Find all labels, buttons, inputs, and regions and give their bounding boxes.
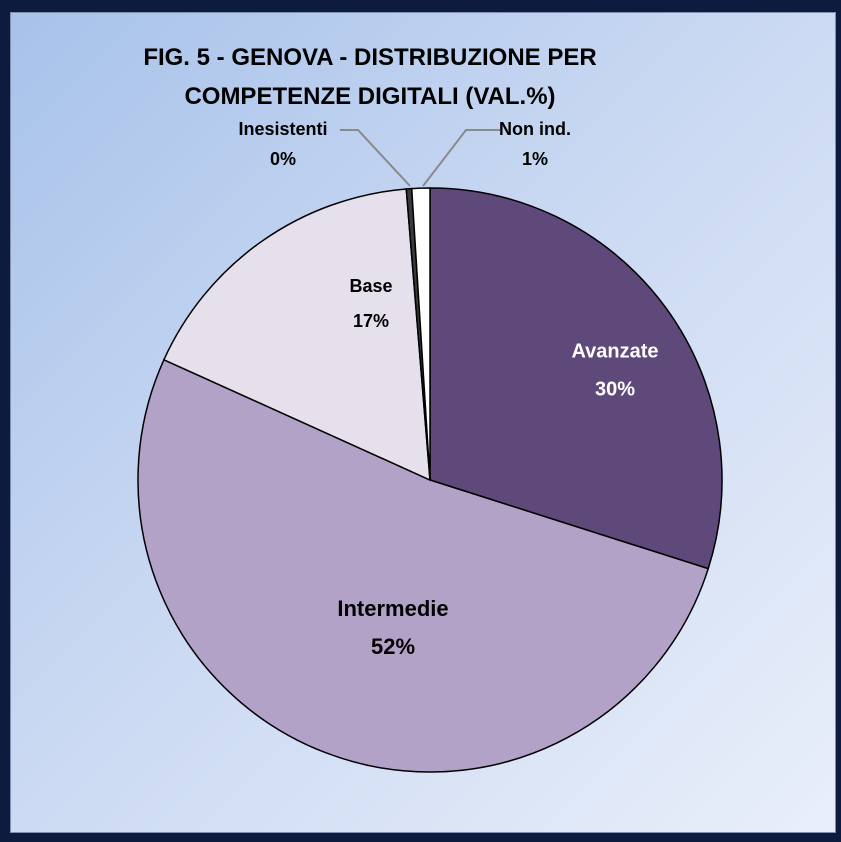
leader-line [422, 129, 500, 187]
slice-value-label: 52% [371, 634, 415, 659]
pie-slice [410, 187, 431, 481]
pie-slice [429, 187, 723, 570]
slice-label: Intermedie [337, 596, 448, 621]
slice-value-label: 0% [270, 149, 296, 169]
slice-label: Non ind. [499, 119, 571, 139]
pie-slice [137, 358, 710, 773]
slice-value-label: 1% [522, 149, 548, 169]
chart-title: FIG. 5 - GENOVA - DISTRIBUZIONE PER COMP… [143, 44, 597, 110]
slice-label: Inesistenti [238, 119, 327, 139]
slice-value-label: 17% [353, 311, 389, 331]
slice-value-label: 30% [595, 378, 635, 400]
pie-slice [162, 188, 431, 482]
leader-line [340, 129, 411, 187]
slice-label: Base [349, 276, 392, 296]
slice-label: Avanzate [571, 340, 658, 362]
